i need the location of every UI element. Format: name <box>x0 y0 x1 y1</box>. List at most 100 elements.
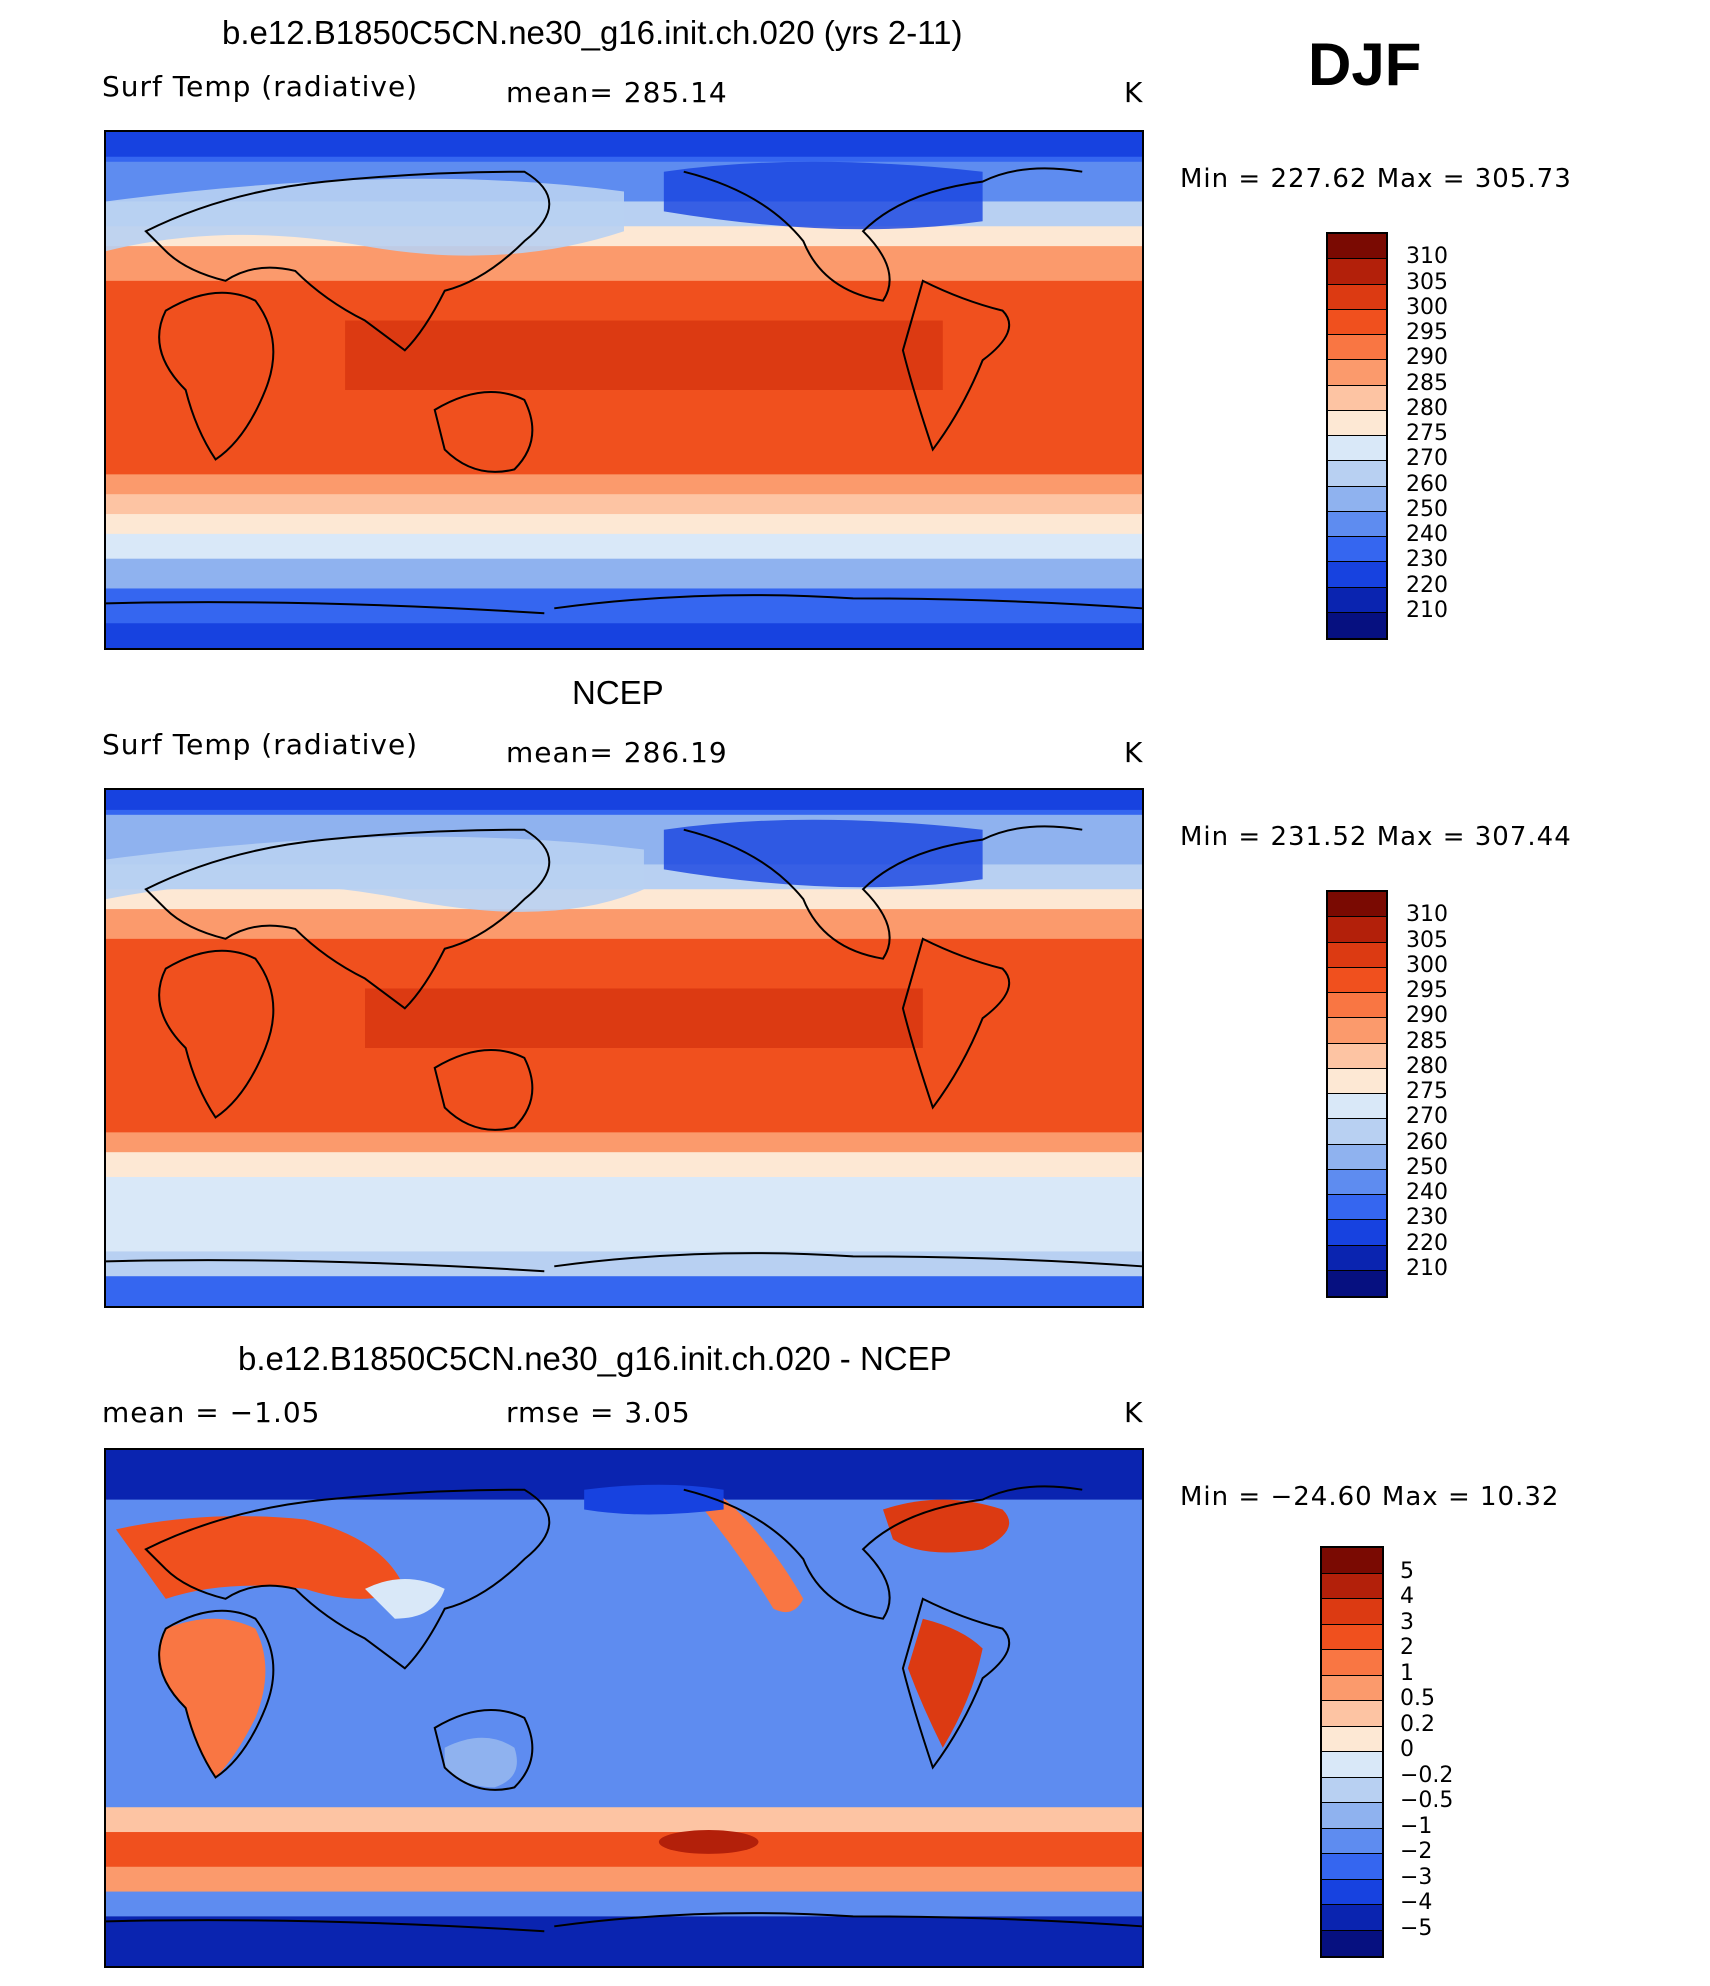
panel-3-rmse-label: rmse = 3.05 <box>506 1396 691 1429</box>
colorbar-label: −3 <box>1400 1864 1433 1890</box>
colorbar-label: 220 <box>1406 572 1448 598</box>
colorbar-segment <box>1328 1094 1386 1120</box>
panel-3-units-label: K <box>1124 1396 1144 1429</box>
colorbar-segment <box>1322 1828 1382 1854</box>
colorbar-label: 230 <box>1406 1205 1448 1231</box>
colorbar-segment <box>1328 461 1386 487</box>
panel-2-colorbar <box>1326 890 1388 1298</box>
colorbar-label: 260 <box>1406 471 1448 497</box>
panel-3-map-svg <box>106 1450 1142 1966</box>
panel-2-title: NCEP <box>572 674 664 711</box>
colorbar-label: 295 <box>1406 978 1448 1003</box>
colorbar-label: 210 <box>1406 1255 1448 1281</box>
panel-3-colorbar-labels: 5 4 3 2 1 0.5 0.2 0 −0.2 −0.5 −1 −2 −3 −4 −5 <box>1400 1546 1480 1958</box>
panel-2-map-svg <box>106 790 1142 1306</box>
colorbar-label: 275 <box>1406 421 1448 446</box>
colorbar-label: 240 <box>1406 1180 1448 1205</box>
colorbar-label: 260 <box>1406 1129 1448 1155</box>
colorbar-label: −0.2 <box>1400 1762 1454 1788</box>
colorbar-segment <box>1322 1879 1382 1905</box>
colorbar-label: 300 <box>1406 952 1448 978</box>
season-label: DJF <box>1308 31 1422 98</box>
colorbar-label: 4 <box>1400 1584 1414 1609</box>
colorbar-label: 230 <box>1406 547 1448 573</box>
colorbar-segment <box>1322 1777 1382 1803</box>
colorbar-segment <box>1328 1220 1386 1246</box>
colorbar-segment <box>1328 1119 1386 1145</box>
colorbar-segment <box>1328 360 1386 386</box>
colorbar-label: −2 <box>1400 1839 1433 1864</box>
colorbar-label: 290 <box>1406 1003 1448 1029</box>
colorbar-segment <box>1328 1018 1386 1044</box>
panel-1-map <box>104 130 1144 650</box>
panel-3-mean-label: mean = −1.05 <box>102 1396 321 1429</box>
panel-1-mean-label: mean= 285.14 <box>506 76 728 109</box>
colorbar-label: 1 <box>1400 1660 1414 1686</box>
colorbar-label: 0.2 <box>1400 1711 1435 1737</box>
colorbar-segment <box>1328 562 1386 588</box>
colorbar-segment <box>1328 486 1386 512</box>
panel-3-map <box>104 1448 1144 1968</box>
panel-1-title: b.e12.B1850C5CN.ne30_g16.init.ch.020 (yr… <box>222 14 963 51</box>
colorbar-segment <box>1322 1930 1382 1956</box>
colorbar-label: 285 <box>1406 1028 1448 1054</box>
colorbar-label: 2 <box>1400 1635 1414 1660</box>
colorbar-label: 280 <box>1406 395 1448 421</box>
colorbar-segment <box>1322 1650 1382 1676</box>
colorbar-label: −0.5 <box>1400 1788 1454 1813</box>
colorbar-segment <box>1328 967 1386 993</box>
colorbar-segment <box>1328 612 1386 638</box>
colorbar-label: 250 <box>1406 1154 1448 1180</box>
panel-3-minmax: Min = −24.60 Max = 10.32 <box>1180 1482 1560 1512</box>
colorbar-label: −1 <box>1400 1813 1433 1839</box>
colorbar-segment <box>1322 1599 1382 1625</box>
panel-1-map-svg <box>106 132 1142 648</box>
colorbar-segment <box>1328 284 1386 310</box>
colorbar-label: 285 <box>1406 370 1448 396</box>
colorbar-segment <box>1328 511 1386 537</box>
colorbar-label: 310 <box>1406 244 1448 270</box>
colorbar-segment <box>1328 917 1386 943</box>
colorbar-label: 3 <box>1400 1609 1414 1635</box>
panel-1-colorbar-labels: 310 305 300 295 290 285 280 275 270 260 250 240 230 2… <box>1406 232 1486 640</box>
colorbar-segment <box>1328 1245 1386 1271</box>
panel-2-units-label: K <box>1124 736 1144 769</box>
colorbar-label: 220 <box>1406 1230 1448 1256</box>
colorbar-segment <box>1322 1854 1382 1880</box>
colorbar-segment <box>1322 1548 1382 1574</box>
panel-3-colorbar <box>1320 1546 1384 1958</box>
colorbar-segment <box>1322 1905 1382 1931</box>
colorbar-segment <box>1322 1573 1382 1599</box>
colorbar-segment <box>1328 1043 1386 1069</box>
colorbar-label: 0.5 <box>1400 1686 1435 1711</box>
colorbar-label: 240 <box>1406 522 1448 547</box>
colorbar-label: 5 <box>1400 1558 1414 1584</box>
colorbar-segment <box>1322 1803 1382 1829</box>
panel-2-map <box>104 788 1144 1308</box>
colorbar-label: 275 <box>1406 1079 1448 1104</box>
colorbar-segment <box>1328 309 1386 335</box>
colorbar-segment <box>1328 537 1386 563</box>
colorbar-segment <box>1322 1624 1382 1650</box>
colorbar-label: 305 <box>1406 269 1448 295</box>
colorbar-segment <box>1328 436 1386 462</box>
colorbar-segment <box>1328 942 1386 968</box>
colorbar-segment <box>1328 1270 1386 1296</box>
colorbar-segment <box>1328 587 1386 613</box>
panel-3-title: b.e12.B1850C5CN.ne30_g16.init.ch.020 - N… <box>238 1340 952 1377</box>
colorbar-label: 0 <box>1400 1737 1414 1762</box>
panel-1-units-label: K <box>1124 76 1144 109</box>
colorbar-segment <box>1328 1195 1386 1221</box>
panel-2-mean-label: mean= 286.19 <box>506 736 728 769</box>
colorbar-segment <box>1328 1144 1386 1170</box>
colorbar-label: 305 <box>1406 927 1448 953</box>
colorbar-segment <box>1328 892 1386 918</box>
colorbar-label: 290 <box>1406 345 1448 371</box>
colorbar-segment <box>1322 1726 1382 1752</box>
colorbar-segment <box>1328 234 1386 260</box>
colorbar-segment <box>1328 1068 1386 1094</box>
colorbar-label: 300 <box>1406 294 1448 320</box>
colorbar-label: −5 <box>1400 1915 1433 1941</box>
colorbar-label: 270 <box>1406 446 1448 472</box>
colorbar-label: 295 <box>1406 320 1448 345</box>
